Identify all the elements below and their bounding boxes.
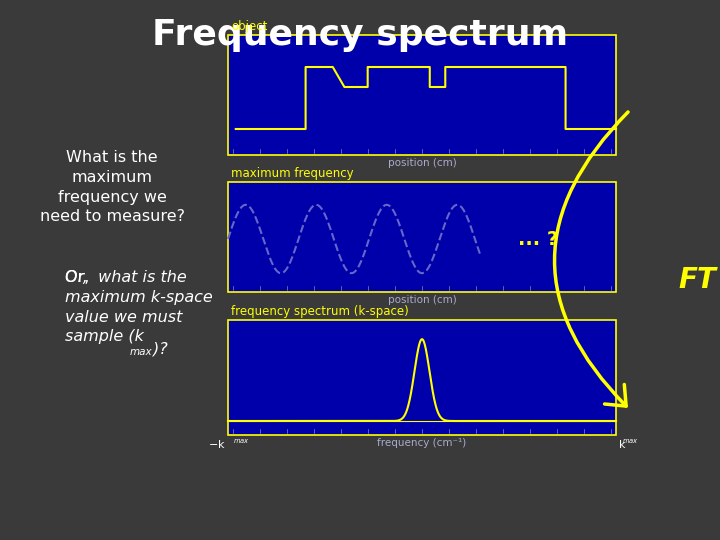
Bar (228, 182, 616, 292)
Text: maximum frequency: maximum frequency (231, 167, 354, 180)
Text: )?: )? (153, 341, 168, 356)
Text: ... ?: ... ? (518, 230, 559, 249)
Text: FT: FT (678, 266, 716, 294)
Text: position (cm): position (cm) (387, 295, 456, 305)
Text: frequency spectrum (k-space): frequency spectrum (k-space) (231, 305, 409, 318)
Text: Or,: Or, (65, 270, 94, 285)
Text: $\mathregular{k}$: $\mathregular{k}$ (618, 438, 626, 450)
Text: max: max (130, 347, 153, 357)
Text: $\mathregular{^{max}}$: $\mathregular{^{max}}$ (233, 438, 250, 448)
Text: $\mathregular{^{max}}$: $\mathregular{^{max}}$ (621, 438, 639, 448)
Text: object: object (231, 20, 267, 33)
Text: What is the
maximum
frequency we
need to measure?: What is the maximum frequency we need to… (40, 150, 184, 225)
Text: position (cm): position (cm) (387, 158, 456, 168)
Text: $\mathregular{-k}$: $\mathregular{-k}$ (208, 438, 226, 450)
Bar (228, 320, 616, 435)
Text: frequency (cm⁻¹): frequency (cm⁻¹) (377, 438, 467, 448)
Text: Or,  what is the
maximum k-space
value we must
sample (k: Or, what is the maximum k-space value we… (65, 270, 212, 345)
FancyArrowPatch shape (554, 112, 628, 406)
Bar (228, 35, 616, 155)
Text: Frequency spectrum: Frequency spectrum (152, 18, 568, 52)
